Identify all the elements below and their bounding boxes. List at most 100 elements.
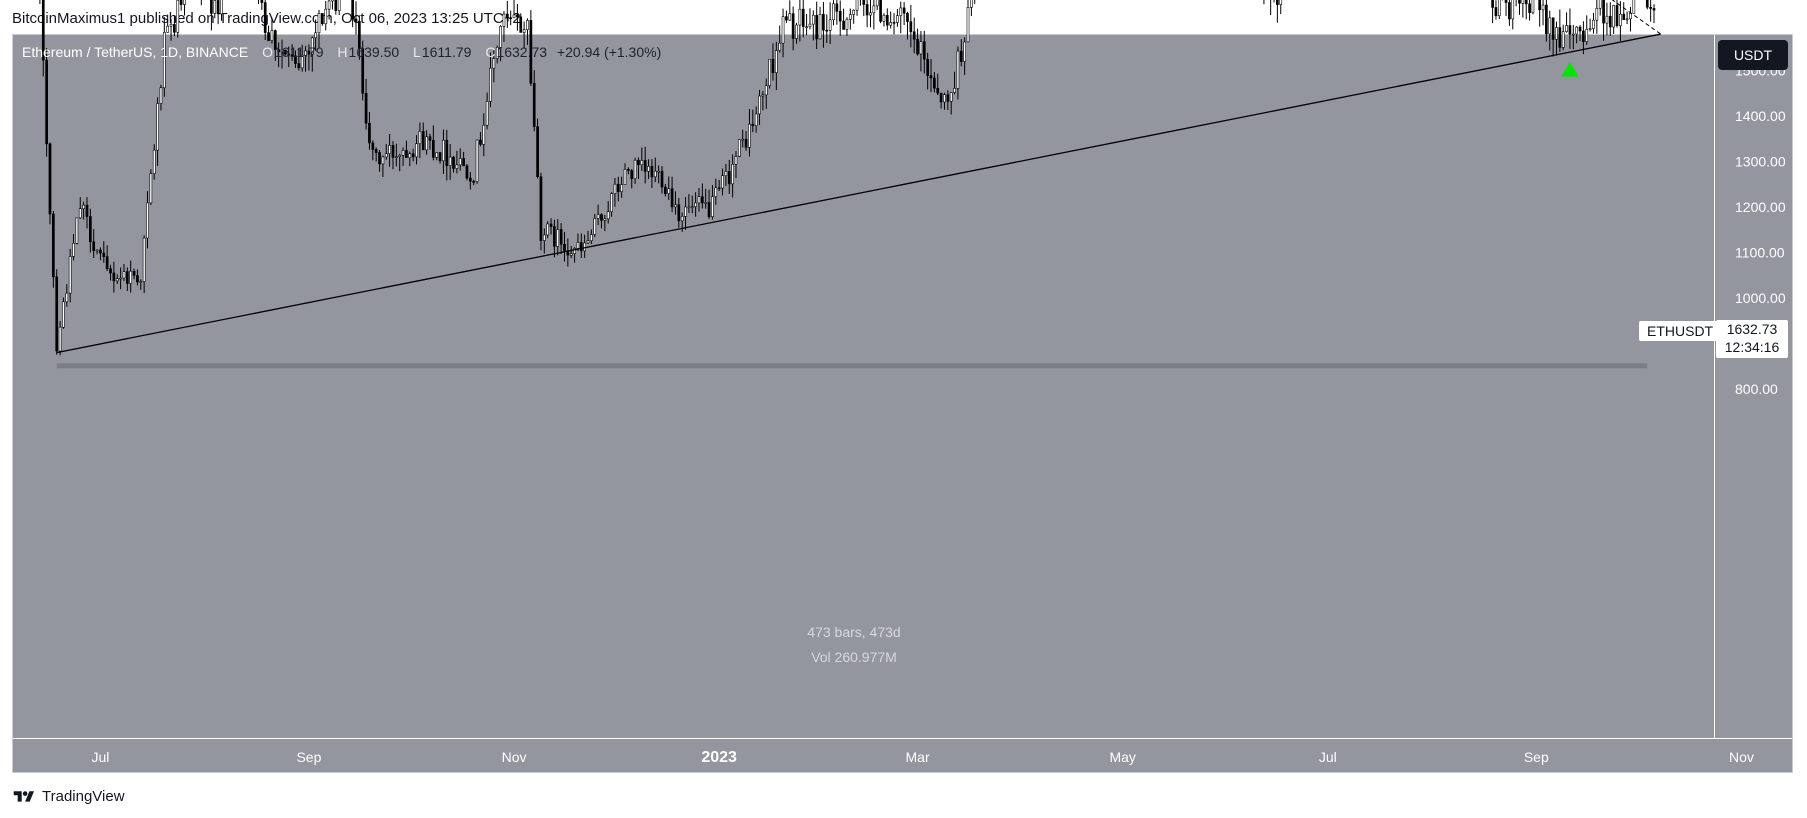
candle-body [1545, 4, 1548, 35]
candle-body [606, 211, 610, 220]
candle-body [263, 2, 267, 33]
candle-body [741, 138, 745, 141]
candle-body [933, 77, 936, 89]
candle-body [112, 272, 116, 282]
candle-body [875, 0, 879, 7]
candle-body [1521, 0, 1525, 4]
candle-body [522, 29, 526, 33]
candle-body [616, 183, 620, 192]
candle-body [136, 275, 139, 283]
time-tick-layer: Jul Sep Nov 2023 Mar May Jul Sep Nov [91, 749, 1753, 766]
candle-body [734, 156, 738, 165]
candle-body [401, 150, 405, 156]
candle-body [368, 122, 371, 144]
candle-body [1645, 0, 1649, 8]
candle-body [505, 13, 509, 19]
candle-body [1491, 0, 1494, 8]
price-axis[interactable] [1714, 35, 1792, 738]
candle-body [132, 270, 136, 276]
candle-body [405, 150, 408, 158]
candle-body [795, 24, 798, 39]
candle-body [395, 156, 398, 158]
candle-body [388, 145, 391, 154]
candle-body [906, 12, 909, 22]
candle-body [361, 48, 365, 94]
candle-body [559, 229, 563, 245]
candle-body [1555, 27, 1558, 40]
candle-body [771, 58, 775, 73]
candle-body [613, 183, 617, 194]
candle-body [805, 26, 808, 29]
candle-body [754, 113, 758, 127]
candle-body [327, 0, 331, 10]
candle-body [788, 13, 792, 21]
candle-body [657, 170, 660, 173]
candle-body [593, 218, 597, 235]
candle-body [529, 20, 533, 84]
time-tick-label: 2023 [701, 749, 737, 766]
candle-body [378, 152, 381, 165]
candle-body [512, 14, 516, 19]
candle-body [1592, 19, 1595, 29]
candle-body [536, 126, 539, 178]
candle-body [963, 41, 966, 62]
candle-body [109, 268, 112, 274]
candle-body [314, 32, 317, 39]
candle-body [690, 206, 694, 208]
candle-body [1551, 17, 1555, 40]
price-tick-label: 1200.00 [1735, 199, 1786, 215]
candle-body [95, 249, 99, 252]
candle-body [142, 237, 146, 282]
candle-body [82, 204, 85, 209]
candle-body [152, 149, 156, 174]
candle-body [929, 75, 933, 79]
candle-body [297, 63, 301, 69]
candle-body [1524, 0, 1528, 5]
bar-countdown: 12:34:16 [1724, 339, 1780, 355]
candle-body [260, 0, 264, 3]
candle-body [855, 0, 859, 11]
candle-body [785, 16, 788, 21]
footer-brand[interactable]: TradingView [12, 788, 125, 805]
candle-body [431, 139, 435, 158]
candle-body [216, 0, 220, 15]
candle-body [475, 139, 479, 182]
candle-body [744, 138, 748, 148]
candle-body [176, 0, 180, 33]
candle-body [724, 171, 728, 177]
candle-body [818, 14, 822, 40]
candle-body [1615, 5, 1619, 27]
currency-button[interactable]: USDT [1718, 40, 1788, 70]
candle-body [65, 292, 69, 303]
candle-body [381, 156, 385, 165]
candle-body [159, 87, 163, 104]
candle-body [273, 30, 277, 50]
time-tick-label: May [1109, 749, 1135, 765]
candle-body [1541, 4, 1545, 11]
candle-body [337, 0, 341, 11]
candle-body [731, 163, 734, 185]
candle-body [307, 50, 311, 55]
candle-body [764, 85, 768, 96]
candle-body [468, 177, 472, 182]
candle-body [721, 175, 724, 189]
candle-body [707, 202, 711, 217]
candle-body [374, 149, 378, 153]
symbol-legend: Ethereum / TetherUS, 1D, BINANCE O1611.7… [22, 44, 661, 60]
candle-body [129, 270, 133, 284]
annotation-layer [56, 363, 1648, 369]
candle-body [835, 3, 839, 12]
candle-body [1595, 7, 1599, 21]
candle-body [384, 153, 388, 158]
candle-body [647, 166, 650, 172]
candle-body [1531, 0, 1535, 13]
candle-body [758, 95, 761, 115]
candle-body [1558, 27, 1562, 48]
candle-body [162, 32, 166, 89]
candle-body [852, 9, 856, 15]
plot-area[interactable] [13, 35, 1714, 738]
price-tick-label: 1000.00 [1735, 290, 1786, 306]
time-axis[interactable] [13, 738, 1792, 772]
candle-body [1632, 0, 1636, 14]
time-tick-label: Jul [1319, 749, 1337, 765]
